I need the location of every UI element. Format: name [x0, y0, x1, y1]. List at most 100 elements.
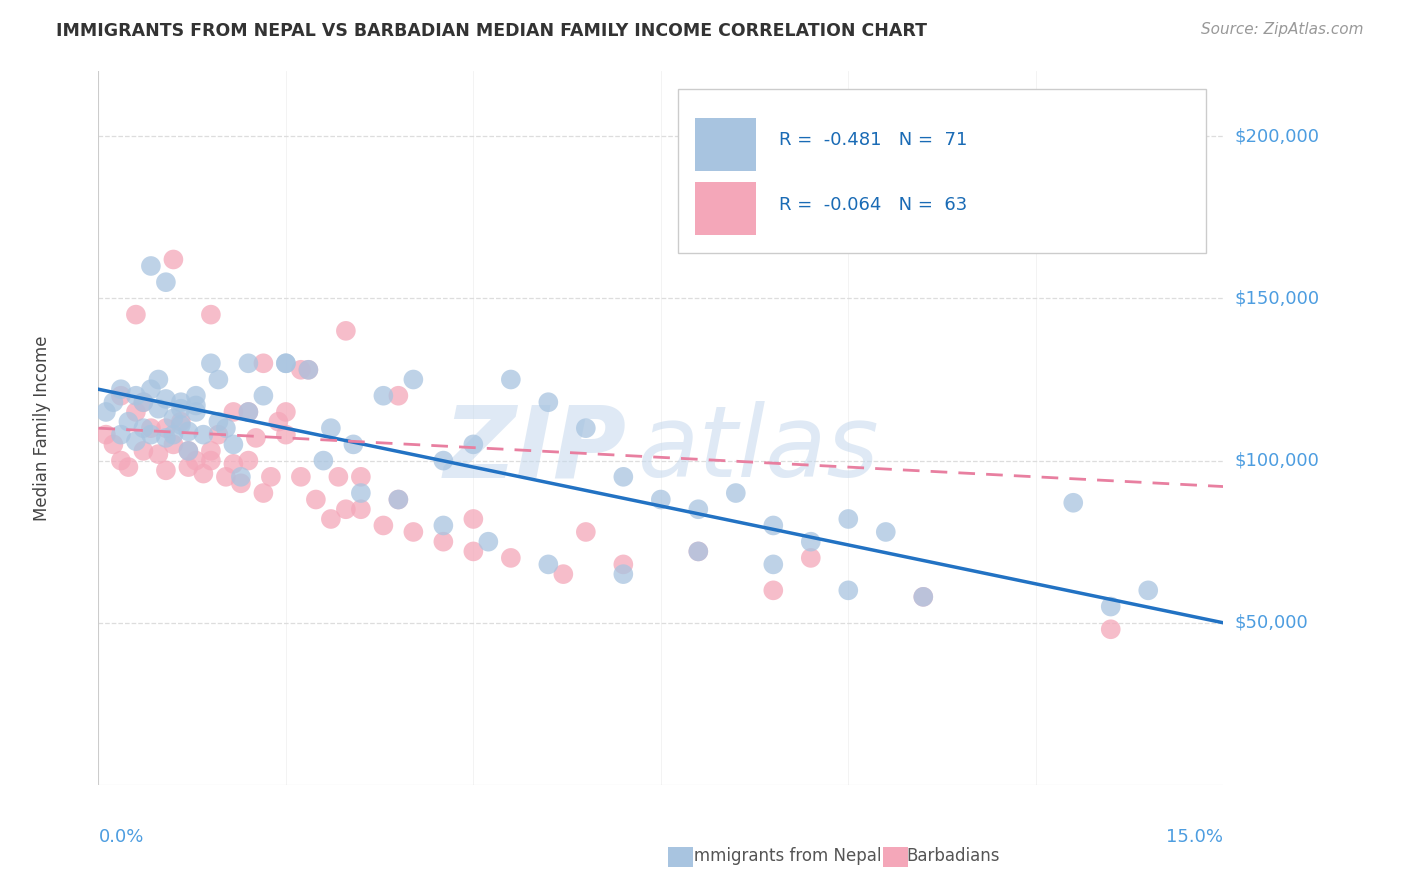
- Point: [155, 463, 177, 477]
- Point: [297, 363, 319, 377]
- Point: [94, 427, 117, 442]
- Point: [274, 356, 297, 370]
- Point: [319, 421, 342, 435]
- Point: [177, 460, 200, 475]
- Point: [215, 421, 238, 435]
- Point: [328, 470, 350, 484]
- Point: [162, 411, 184, 425]
- Point: [762, 558, 785, 572]
- Point: [499, 550, 522, 565]
- Point: [170, 395, 193, 409]
- Point: [252, 356, 274, 370]
- Point: [612, 470, 634, 484]
- Point: [837, 512, 859, 526]
- Point: [229, 470, 252, 484]
- Point: [184, 405, 207, 419]
- Point: [319, 512, 342, 526]
- Point: [193, 467, 215, 481]
- Point: [335, 324, 357, 338]
- Point: [477, 534, 499, 549]
- Point: [162, 252, 184, 267]
- Point: [912, 590, 935, 604]
- Point: [762, 583, 785, 598]
- Point: [139, 382, 162, 396]
- Point: [132, 395, 155, 409]
- Point: [290, 363, 312, 377]
- Point: [177, 443, 200, 458]
- Point: [553, 567, 575, 582]
- Point: [432, 534, 454, 549]
- Point: [155, 275, 177, 289]
- Text: Immigrants from Nepal: Immigrants from Nepal: [689, 847, 882, 865]
- Point: [215, 470, 238, 484]
- Point: [193, 427, 215, 442]
- Point: [238, 405, 260, 419]
- Point: [110, 453, 132, 467]
- Point: [800, 534, 823, 549]
- Point: [148, 372, 170, 386]
- Point: [373, 518, 395, 533]
- Point: [387, 492, 409, 507]
- Point: [297, 363, 319, 377]
- Point: [117, 415, 139, 429]
- Point: [184, 389, 207, 403]
- Point: [177, 443, 200, 458]
- Point: [342, 437, 364, 451]
- Text: atlas: atlas: [638, 401, 880, 498]
- Point: [162, 427, 184, 442]
- Point: [499, 372, 522, 386]
- Point: [229, 476, 252, 491]
- Point: [252, 389, 274, 403]
- Point: [200, 308, 222, 322]
- Point: [207, 372, 229, 386]
- FancyBboxPatch shape: [695, 118, 756, 171]
- Point: [575, 524, 598, 539]
- Point: [132, 421, 155, 435]
- Point: [800, 550, 823, 565]
- Point: [110, 389, 132, 403]
- Point: [762, 518, 785, 533]
- FancyBboxPatch shape: [695, 182, 756, 235]
- Text: IMMIGRANTS FROM NEPAL VS BARBADIAN MEDIAN FAMILY INCOME CORRELATION CHART: IMMIGRANTS FROM NEPAL VS BARBADIAN MEDIA…: [56, 22, 927, 40]
- Point: [222, 437, 245, 451]
- Point: [1099, 622, 1122, 636]
- Point: [387, 389, 409, 403]
- Point: [537, 558, 560, 572]
- Point: [155, 392, 177, 406]
- Point: [432, 518, 454, 533]
- Point: [267, 415, 290, 429]
- Point: [875, 524, 897, 539]
- Point: [170, 415, 193, 429]
- Point: [575, 421, 598, 435]
- Text: $50,000: $50,000: [1234, 614, 1308, 632]
- Point: [125, 308, 148, 322]
- Point: [139, 421, 162, 435]
- Point: [688, 544, 710, 558]
- Point: [117, 460, 139, 475]
- Point: [238, 356, 260, 370]
- Point: [125, 405, 148, 419]
- Point: [238, 453, 260, 467]
- Point: [724, 486, 747, 500]
- Text: Source: ZipAtlas.com: Source: ZipAtlas.com: [1201, 22, 1364, 37]
- Point: [290, 470, 312, 484]
- FancyBboxPatch shape: [678, 89, 1206, 253]
- Point: [402, 524, 425, 539]
- Point: [350, 502, 373, 516]
- Point: [650, 492, 672, 507]
- Point: [162, 437, 184, 451]
- Point: [148, 401, 170, 416]
- Point: [103, 395, 125, 409]
- Point: [612, 558, 634, 572]
- Point: [1062, 496, 1084, 510]
- Point: [238, 405, 260, 419]
- Point: [132, 395, 155, 409]
- Point: [350, 486, 373, 500]
- Point: [274, 405, 297, 419]
- Point: [139, 427, 162, 442]
- Point: [155, 421, 177, 435]
- Point: [139, 259, 162, 273]
- Point: [387, 492, 409, 507]
- Text: 0.0%: 0.0%: [98, 828, 143, 846]
- Point: [432, 453, 454, 467]
